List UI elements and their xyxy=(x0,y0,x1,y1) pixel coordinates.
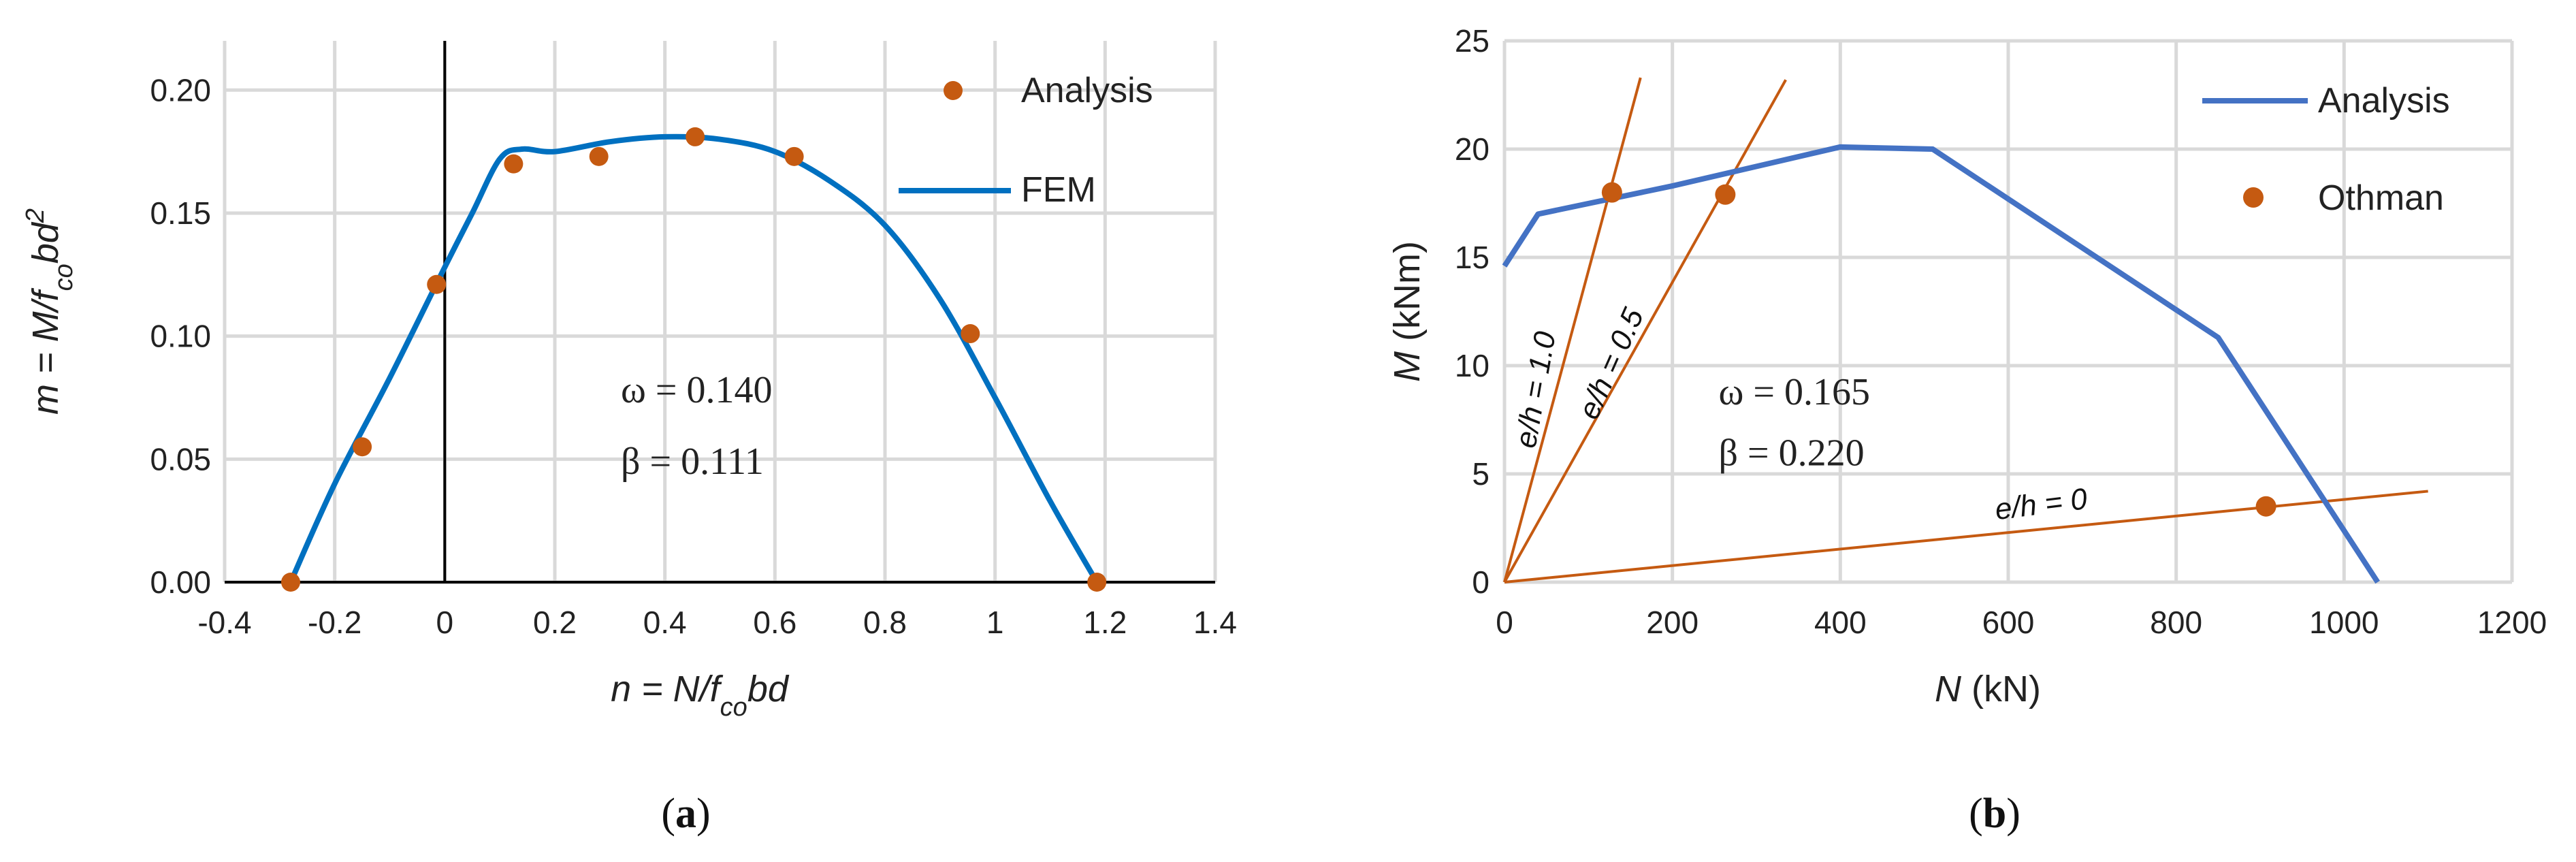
reference-line-eh xyxy=(1503,77,1642,583)
x-tick-label: -0.2 xyxy=(308,605,361,640)
x-tick-label: 200 xyxy=(1646,605,1698,640)
data-point-analysis xyxy=(281,573,300,592)
data-point-analysis xyxy=(504,154,524,174)
y-tick-label: 0.10 xyxy=(150,319,211,354)
y-tick-label: 10 xyxy=(1455,348,1490,383)
chart-panel-a: -0.4 -0.2 0 0.2 0.4 0.6 0.8 1 1.2 1.4 0.00 0.05 0.10… xyxy=(21,41,1237,837)
data-point-othman xyxy=(2255,496,2276,517)
data-point-othman xyxy=(1601,182,1622,203)
y-tick-label: 0.05 xyxy=(150,441,211,477)
x-tick-label: 600 xyxy=(1982,605,2035,640)
y-tick-label: 0.00 xyxy=(150,564,211,600)
y-tick-label: 0 xyxy=(1472,564,1490,600)
x-axis-title: N (kN) xyxy=(1935,669,2041,709)
y-axis-title: m = M/fcobd2 xyxy=(21,208,78,415)
legend-label-analysis: Analysis xyxy=(2318,81,2450,121)
x-tick-label: 800 xyxy=(2150,605,2202,640)
legend-label-fem: FEM xyxy=(1021,170,1096,210)
data-point-analysis xyxy=(784,146,804,166)
y-axis-title: M (kNm) xyxy=(1387,241,1428,382)
x-tick-label: 0.4 xyxy=(643,605,687,640)
y-tick-label: 15 xyxy=(1455,240,1490,275)
y-tick-label: 25 xyxy=(1455,23,1490,59)
annotation-text: ω = 0.165 xyxy=(1719,371,1870,413)
annotation-text: β = 0.111 xyxy=(621,441,764,483)
data-point-analysis xyxy=(961,324,980,344)
legend-label-analysis: Analysis xyxy=(1021,71,1153,110)
x-tick-label: 0.8 xyxy=(863,605,907,640)
data-point-analysis xyxy=(1087,573,1107,592)
x-tick-label: -0.4 xyxy=(197,605,251,640)
data-point-othman xyxy=(1715,184,1736,205)
x-tick-label: 1.2 xyxy=(1083,605,1127,640)
panel-label-b: (b) xyxy=(1969,791,2020,837)
x-tick-label: 1.4 xyxy=(1193,605,1237,640)
series-line-analysis xyxy=(1502,144,2381,584)
reference-line-eh xyxy=(1503,79,1787,583)
reference-line-eh xyxy=(1504,490,2428,584)
annotation-text: ω = 0.140 xyxy=(621,369,772,411)
x-tick-label: 0 xyxy=(436,605,454,640)
x-tick-label: 0.2 xyxy=(533,605,577,640)
x-tick-label: 0.6 xyxy=(753,605,796,640)
reference-line-label: e/h = 1.0 xyxy=(1509,329,1562,451)
panel-label-a: (a) xyxy=(661,791,710,837)
series-line-fem xyxy=(288,133,1100,585)
x-tick-label: 400 xyxy=(1814,605,1867,640)
chart-panel-b: 0 200 400 600 800 1000 1200 0 5 10 15 20 25 e/h = 1.0… xyxy=(1387,23,2547,837)
data-point-analysis xyxy=(686,127,705,146)
data-point-analysis xyxy=(427,274,447,294)
x-tick-label: 1000 xyxy=(2309,605,2379,640)
y-tick-label: 20 xyxy=(1455,131,1490,167)
x-tick-label: 1200 xyxy=(2477,605,2547,640)
x-tick-label: 1 xyxy=(986,605,1004,640)
legend-marker-othman xyxy=(2243,187,2264,208)
y-tick-label: 5 xyxy=(1472,456,1490,492)
legend-marker-analysis xyxy=(944,81,963,100)
data-point-analysis xyxy=(353,437,372,457)
data-point-analysis xyxy=(589,146,609,166)
x-tick-label: 0 xyxy=(1496,605,1513,640)
reference-line-label: e/h = 0.5 xyxy=(1572,303,1650,424)
annotation-text: β = 0.220 xyxy=(1719,432,1865,474)
legend-label-othman: Othman xyxy=(2318,178,2444,218)
x-axis-title: n = N/fcobd xyxy=(611,669,790,722)
y-tick-label: 0.20 xyxy=(150,72,211,108)
y-tick-label: 0.15 xyxy=(150,195,211,231)
